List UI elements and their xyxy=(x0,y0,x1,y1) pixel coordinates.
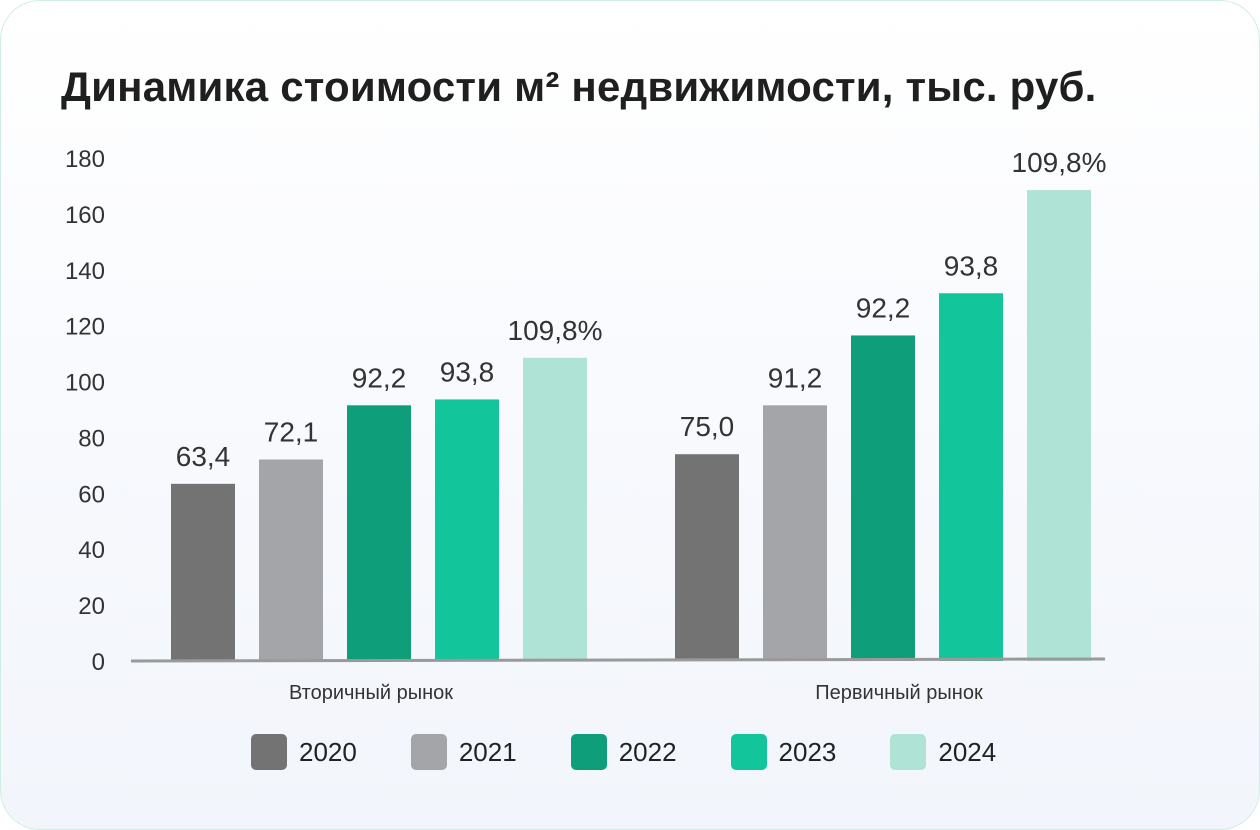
legend-label-2021: 2021 xyxy=(458,736,517,767)
y-tick-label: 120 xyxy=(65,314,105,341)
legend-swatch-2021 xyxy=(410,734,447,770)
legend-swatch-2023 xyxy=(730,734,767,770)
y-axis-ticks: 0 20 40 60 80 100 120 140 160 180 xyxy=(65,146,105,676)
bar-2022-primary xyxy=(851,335,915,661)
data-label: 93,8 xyxy=(440,356,495,387)
category-labels: Вторичный рынок Первичный рынок xyxy=(289,682,983,704)
legend-item-2020: 2020 xyxy=(251,734,357,770)
y-tick-label: 20 xyxy=(78,593,105,620)
legend-item-2024: 2024 xyxy=(890,734,996,770)
legend-swatch-2024 xyxy=(890,734,927,770)
data-label: 63,4 xyxy=(176,441,231,472)
data-label: 92,2 xyxy=(352,362,407,393)
data-label: 93,8 xyxy=(944,250,999,281)
legend-swatch-2020 xyxy=(251,734,287,770)
bar-2024-secondary xyxy=(523,357,587,661)
legend-label-2020: 2020 xyxy=(299,736,357,767)
y-tick-label: 80 xyxy=(78,425,105,452)
bar-2023-secondary xyxy=(435,399,499,661)
bar-2024-primary xyxy=(1027,190,1091,661)
legend-label-2024: 2024 xyxy=(938,736,997,767)
legend-item-2021: 2021 xyxy=(410,734,517,770)
legend-item-2022: 2022 xyxy=(570,734,677,770)
data-label: 109,8% xyxy=(508,315,603,346)
bars xyxy=(171,190,1091,661)
bar-2021-primary xyxy=(763,405,827,661)
data-label: 75,0 xyxy=(680,411,735,442)
chart-title: Динамика стоимости м² недвижимости, тыс.… xyxy=(61,63,1097,110)
data-label: 109,8% xyxy=(1012,147,1107,178)
category-label: Вторичный рынок xyxy=(289,682,453,704)
bar-2022-secondary xyxy=(347,405,411,661)
y-tick-label: 60 xyxy=(78,481,105,508)
y-tick-label: 40 xyxy=(78,537,105,564)
x-axis-line xyxy=(130,657,1106,663)
data-label: 72,1 xyxy=(264,417,319,448)
y-tick-label: 180 xyxy=(65,146,105,173)
bar-2023-primary xyxy=(939,293,1003,661)
data-label: 92,2 xyxy=(856,292,911,323)
y-tick-label: 140 xyxy=(65,258,105,285)
y-tick-label: 0 xyxy=(92,649,105,676)
category-label: Первичный рынок xyxy=(815,682,983,704)
legend-item-2023: 2023 xyxy=(730,734,837,770)
legend-swatch-2022 xyxy=(570,734,607,770)
value-labels: 63,4 75,0 72,1 91,2 92,2 92,2 93,8 93,8 109,8% 10… xyxy=(176,147,1107,472)
legend-label-2023: 2023 xyxy=(778,736,837,767)
y-tick-label: 160 xyxy=(65,202,105,229)
bar-2020-secondary xyxy=(171,483,235,661)
y-tick-label: 100 xyxy=(65,370,105,397)
data-label: 91,2 xyxy=(768,362,823,393)
legend-label-2022: 2022 xyxy=(618,736,677,767)
bar-2021-secondary xyxy=(259,459,323,661)
bar-2020-primary xyxy=(675,454,739,661)
legend: 2020 2021 2022 2023 2024 xyxy=(251,734,996,770)
